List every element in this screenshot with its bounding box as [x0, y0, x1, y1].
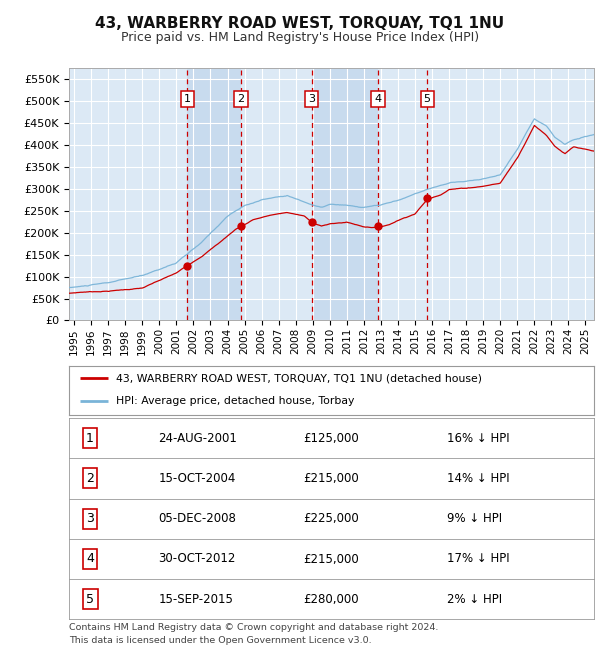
- Text: Contains HM Land Registry data © Crown copyright and database right 2024.: Contains HM Land Registry data © Crown c…: [69, 623, 439, 632]
- Text: 5: 5: [86, 593, 94, 606]
- Bar: [378, 68, 427, 320]
- Text: 4: 4: [374, 94, 382, 104]
- Text: 4: 4: [86, 552, 94, 566]
- Bar: [241, 68, 311, 320]
- Text: 43, WARBERRY ROAD WEST, TORQUAY, TQ1 1NU (detached house): 43, WARBERRY ROAD WEST, TORQUAY, TQ1 1NU…: [116, 373, 482, 383]
- Text: 2: 2: [238, 94, 245, 104]
- Text: HPI: Average price, detached house, Torbay: HPI: Average price, detached house, Torb…: [116, 396, 355, 406]
- Text: £215,000: £215,000: [304, 552, 359, 566]
- Text: 5: 5: [424, 94, 431, 104]
- Text: 05-DEC-2008: 05-DEC-2008: [158, 512, 236, 525]
- Text: 2% ↓ HPI: 2% ↓ HPI: [447, 593, 502, 606]
- Text: £280,000: £280,000: [304, 593, 359, 606]
- Text: 3: 3: [308, 94, 315, 104]
- Text: 1: 1: [86, 432, 94, 445]
- Bar: [187, 68, 241, 320]
- Text: 1: 1: [184, 94, 191, 104]
- Text: £225,000: £225,000: [304, 512, 359, 525]
- Text: 9% ↓ HPI: 9% ↓ HPI: [447, 512, 502, 525]
- Text: 2: 2: [86, 472, 94, 485]
- Text: 15-SEP-2015: 15-SEP-2015: [158, 593, 233, 606]
- Text: 14% ↓ HPI: 14% ↓ HPI: [447, 472, 509, 485]
- Text: £125,000: £125,000: [304, 432, 359, 445]
- Text: 43, WARBERRY ROAD WEST, TORQUAY, TQ1 1NU: 43, WARBERRY ROAD WEST, TORQUAY, TQ1 1NU: [95, 16, 505, 31]
- Text: 17% ↓ HPI: 17% ↓ HPI: [447, 552, 509, 566]
- Text: 16% ↓ HPI: 16% ↓ HPI: [447, 432, 509, 445]
- Text: 30-OCT-2012: 30-OCT-2012: [158, 552, 236, 566]
- Text: 24-AUG-2001: 24-AUG-2001: [158, 432, 237, 445]
- Text: £215,000: £215,000: [304, 472, 359, 485]
- Text: Price paid vs. HM Land Registry's House Price Index (HPI): Price paid vs. HM Land Registry's House …: [121, 31, 479, 44]
- Text: This data is licensed under the Open Government Licence v3.0.: This data is licensed under the Open Gov…: [69, 636, 371, 645]
- Bar: [69, 68, 187, 320]
- Text: 3: 3: [86, 512, 94, 525]
- Text: 15-OCT-2004: 15-OCT-2004: [158, 472, 236, 485]
- Bar: [311, 68, 378, 320]
- Bar: [427, 68, 594, 320]
